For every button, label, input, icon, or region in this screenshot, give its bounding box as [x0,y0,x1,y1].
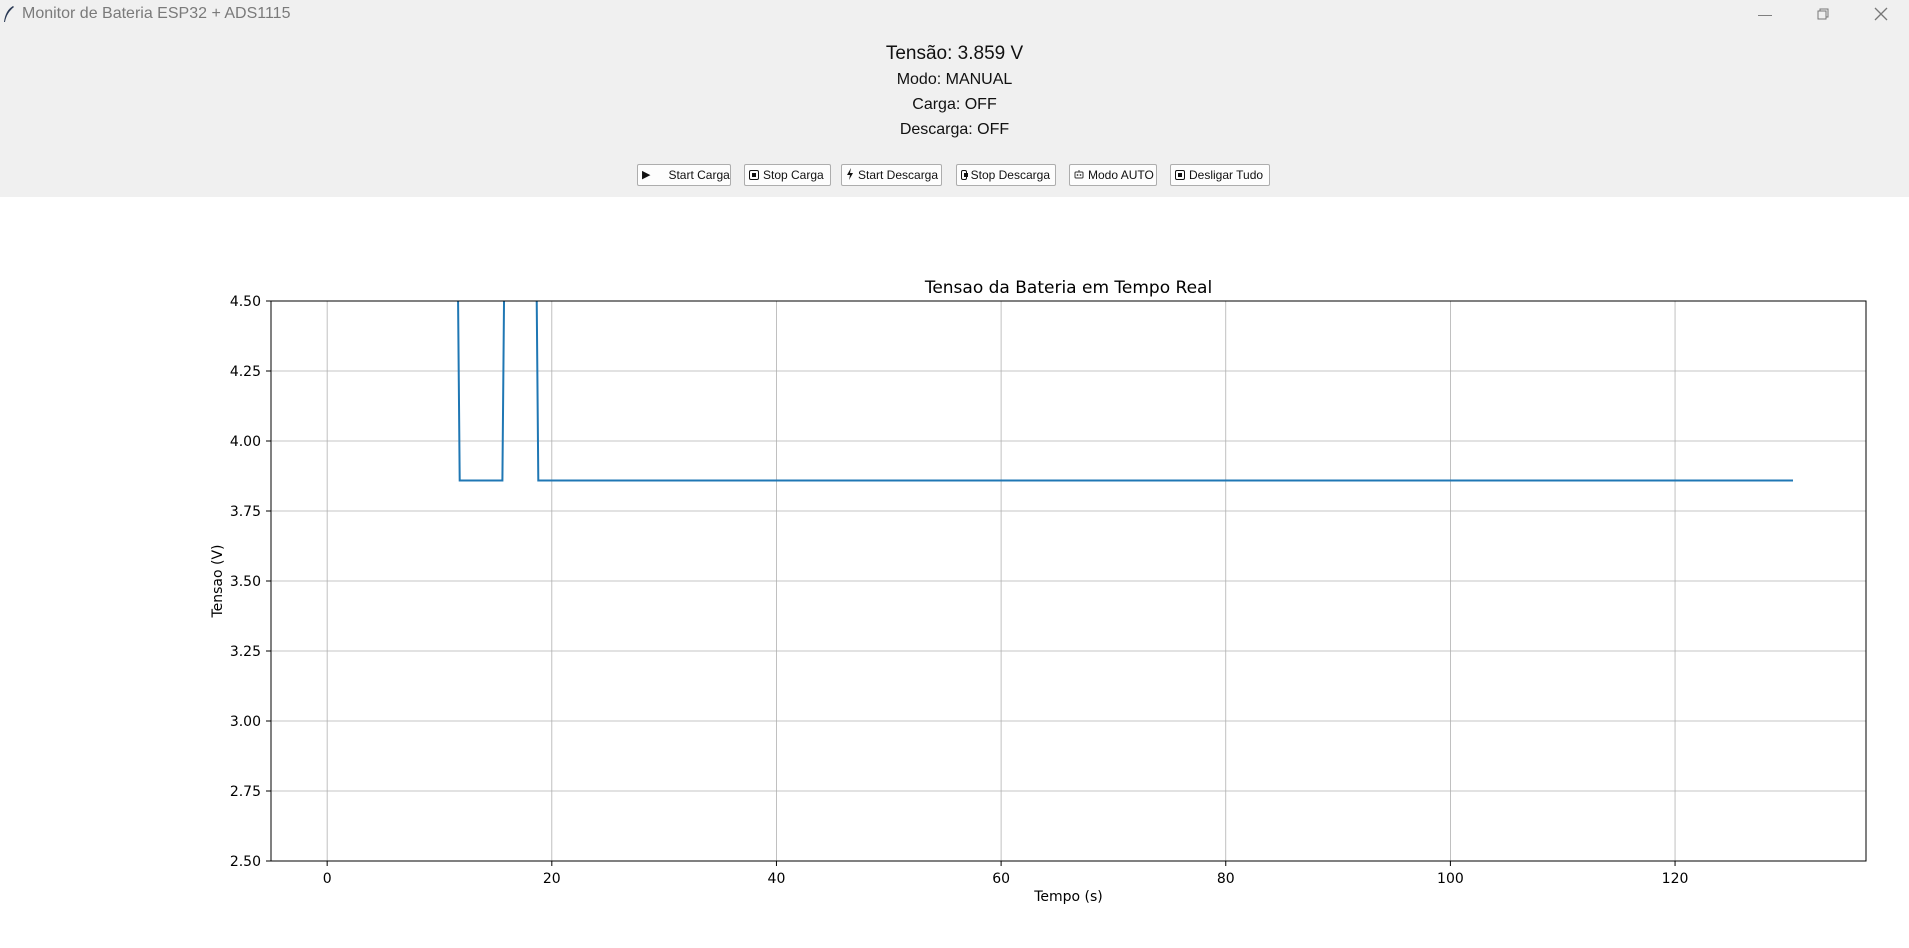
minimize-icon: — [1758,6,1772,22]
status-panel: Tensão: 3.859 V Modo: MANUAL Carga: OFF … [0,28,1909,197]
start-charge-label: Start Carga [668,168,730,182]
stop-icon [1175,170,1185,180]
restore-button[interactable] [1795,0,1851,28]
stop-icon [749,170,759,180]
close-button[interactable] [1853,0,1909,28]
y-axis-label: Tensao (V) [210,544,226,618]
y-tick-label: 3.75 [230,504,261,520]
y-tick-label: 3.25 [230,644,261,660]
start-charge-button[interactable]: ▶ Start Carga [637,164,731,186]
feather-icon [4,6,14,22]
x-axis-label: Tempo (s) [1033,889,1103,905]
voltage-chart: 0 20 40 60 80 100 120 2.50 2.75 3.00 3.25 3.50 3.75… [0,197,1909,943]
stop-discharge-label: Stop Descarga [970,168,1050,182]
x-tick-label: 100 [1437,871,1464,887]
turn-off-all-button[interactable]: Desligar Tudo [1170,164,1270,186]
mode-label: Modo: MANUAL [896,71,1013,88]
x-tick-label: 80 [1217,871,1235,887]
control-toolbar: ▶ Start Carga Stop Carga Start Descarga … [0,164,1909,188]
title-bar: Monitor de Bateria ESP32 + ADS1115 — [0,0,1909,28]
robot-icon [1074,169,1084,182]
lightning-icon [846,167,854,183]
start-discharge-label: Start Descarga [858,168,939,182]
stop-charge-label: Stop Carga [763,168,824,182]
y-tick-label: 3.50 [230,574,261,590]
restore-icon [1817,8,1829,20]
play-icon: ▶ [642,168,651,181]
x-tick-label: 40 [768,871,786,887]
charge-status-label: Carga: OFF [912,96,997,113]
chart-title: Tensao da Bateria em Tempo Real [924,278,1212,298]
y-tick-label: 2.50 [230,854,261,870]
close-icon [1874,7,1888,21]
y-tick-label: 4.50 [230,294,261,310]
voltage-label: Tensão: 3.859 V [885,43,1024,64]
stop-discharge-button[interactable]: Stop Descarga [956,164,1056,186]
y-tick-label: 4.25 [230,364,261,380]
window-title: Monitor de Bateria ESP32 + ADS1115 [22,5,291,22]
minimize-button[interactable]: — [1737,0,1793,28]
auto-mode-label: Modo AUTO [1088,168,1154,182]
start-discharge-button[interactable]: Start Descarga [841,164,942,186]
chart-canvas: 0 20 40 60 80 100 120 2.50 2.75 3.00 3.25 3.50 3.75… [210,278,1867,905]
x-tick-label: 120 [1662,871,1689,887]
chart-grid [271,300,1866,862]
x-tick-label: 0 [323,871,332,887]
x-tick-label: 60 [992,871,1010,887]
stop-icon [961,170,968,180]
y-axis-ticks: 2.50 2.75 3.00 3.25 3.50 3.75 4.00 4.25 4.50 [230,294,271,870]
chart-series [457,301,1793,482]
y-tick-label: 2.75 [230,784,261,800]
y-tick-label: 4.00 [230,434,261,450]
voltage-series-line [457,301,1793,482]
y-tick-label: 3.00 [230,714,261,730]
x-tick-label: 20 [543,871,561,887]
turn-off-all-label: Desligar Tudo [1189,168,1264,182]
x-axis-ticks: 0 20 40 60 80 100 120 [323,861,1689,887]
auto-mode-button[interactable]: Modo AUTO [1069,164,1157,186]
stop-charge-button[interactable]: Stop Carga [744,164,831,186]
discharge-status-label: Descarga: OFF [899,121,1010,138]
